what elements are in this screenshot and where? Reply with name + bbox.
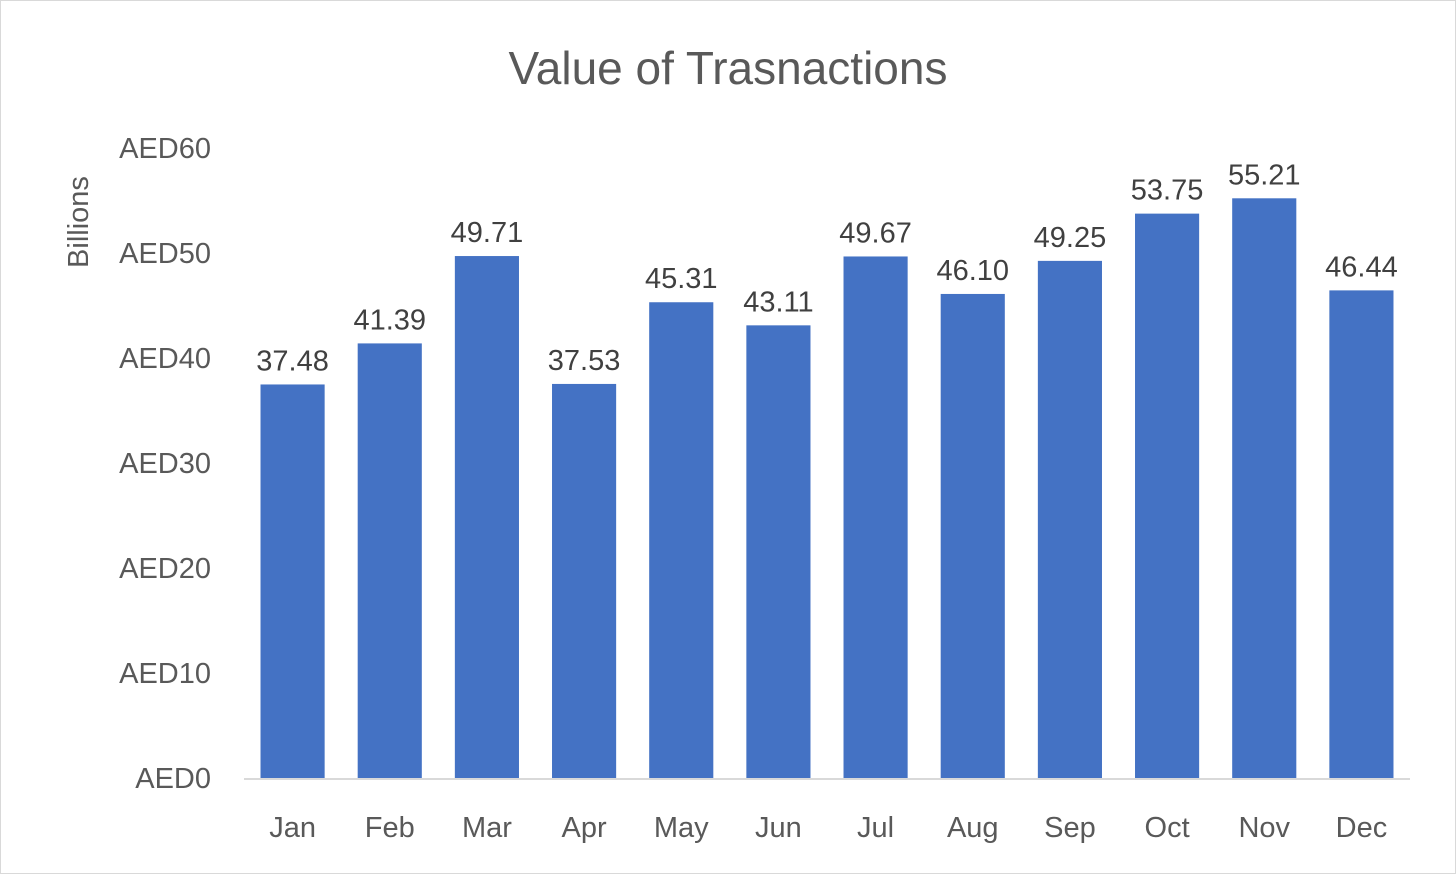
data-label: 49.25 [1034,222,1107,254]
x-tick-label: Apr [562,812,607,844]
bars-group [260,198,1394,779]
x-tick-label: Sep [1044,812,1096,844]
bar [940,293,1005,778]
bar [1329,290,1394,778]
x-tick-label: Feb [365,812,415,844]
data-label: 53.75 [1131,175,1204,207]
x-tick-label: Oct [1145,812,1190,844]
x-tick-label: Mar [462,812,512,844]
y-tick-label: AED20 [119,553,211,585]
bar [1135,213,1200,778]
x-tick-label: Aug [947,812,999,844]
bar [746,325,811,778]
x-tick-label: Jun [755,812,802,844]
x-tick-label: Jul [857,812,894,844]
bar [454,256,519,778]
data-label: 45.31 [645,263,718,295]
data-label: 46.10 [936,255,1009,287]
chart-title: Value of Trasnactions [509,42,948,94]
y-tick-label: AED40 [119,343,211,375]
x-tick-label: Dec [1336,812,1388,844]
data-label: 49.71 [451,217,524,249]
y-tick-label: AED10 [119,658,211,690]
bar [552,383,617,778]
data-label: 37.48 [256,345,329,377]
bar [357,343,422,778]
data-labels-group: 37.48 41.39 49.71 37.53 45.31 43.11 49.67 46.10… [256,159,1397,377]
data-label: 49.67 [839,217,912,249]
data-label: 43.11 [743,286,813,318]
y-tick-label: AED60 [119,133,211,165]
y-axis-title: Billions [63,176,95,268]
bar [1037,260,1102,778]
bar [649,302,714,778]
x-axis-labels: Jan Feb Mar Apr May Jun Jul Aug Sep Oct Nov Dec [269,812,1387,844]
x-tick-label: May [654,812,709,844]
y-tick-label: AED0 [135,763,211,795]
data-label: 55.21 [1228,159,1301,191]
x-tick-label: Jan [269,812,316,844]
x-tick-label: Nov [1238,812,1290,844]
data-label: 37.53 [548,345,621,377]
bar [1232,198,1297,779]
data-label: 46.44 [1325,251,1398,283]
y-axis-ticks: AED0 AED10 AED20 AED30 AED40 AED50 AED60 [119,133,211,795]
y-tick-label: AED30 [119,448,211,480]
data-label: 41.39 [353,304,426,336]
bar [260,384,325,778]
y-tick-label: AED50 [119,238,211,270]
bar [843,256,908,779]
